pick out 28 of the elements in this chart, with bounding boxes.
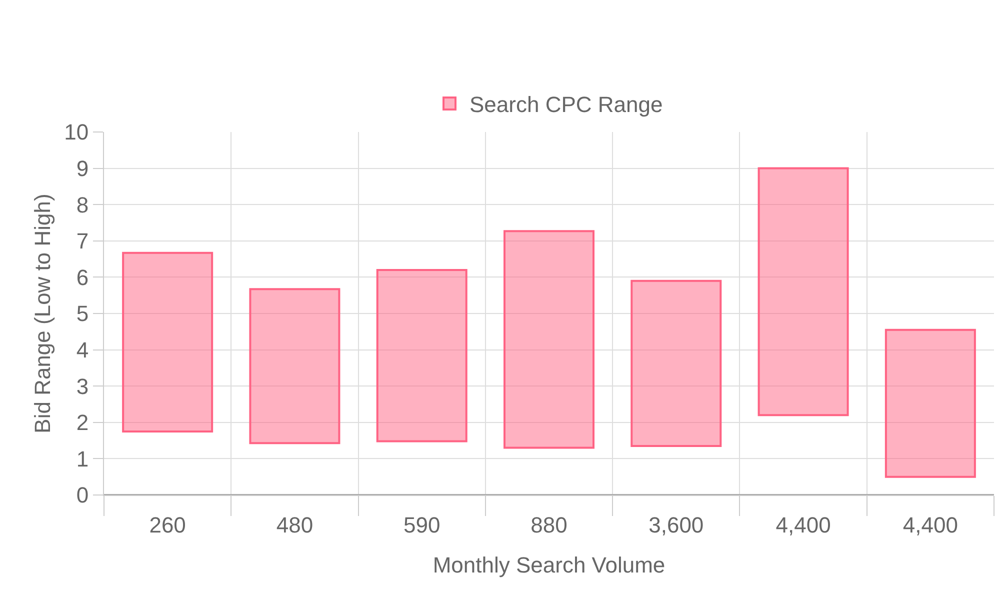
- y-tick-label: 5: [76, 301, 89, 326]
- y-tick-label: 8: [76, 192, 89, 218]
- x-tick-label: 260: [149, 512, 186, 538]
- bar: [376, 268, 468, 442]
- y-tick-label: 2: [76, 410, 89, 436]
- bar: [122, 252, 214, 432]
- bar: [630, 280, 722, 447]
- legend-label: Search CPC Range: [470, 92, 663, 118]
- y-tick-label: 6: [76, 264, 89, 290]
- x-tick-label: 590: [404, 512, 440, 538]
- y-tick-label: 3: [76, 374, 89, 399]
- x-tick-label: 880: [530, 512, 568, 538]
- x-axis-title: Monthly Search Volume: [432, 552, 666, 578]
- y-tick-label: 7: [76, 228, 89, 254]
- y-tick-label: 4: [76, 338, 89, 362]
- bar: [884, 328, 976, 478]
- y-tick-label: 1: [76, 446, 89, 472]
- bar: [758, 167, 849, 416]
- x-tick-label: 4,400: [776, 512, 831, 538]
- x-tick-label: 4,400: [902, 512, 958, 538]
- y-tick-label: 0: [76, 482, 89, 508]
- y-axis-title: Bid Range (Low to High): [30, 194, 55, 434]
- y-tick-label: 10: [64, 120, 89, 145]
- x-tick-label: 3,600: [648, 512, 704, 538]
- x-tick-label: 480: [276, 512, 314, 538]
- y-tick-label: 9: [76, 156, 89, 181]
- bar: [249, 288, 340, 444]
- bar: [504, 230, 594, 449]
